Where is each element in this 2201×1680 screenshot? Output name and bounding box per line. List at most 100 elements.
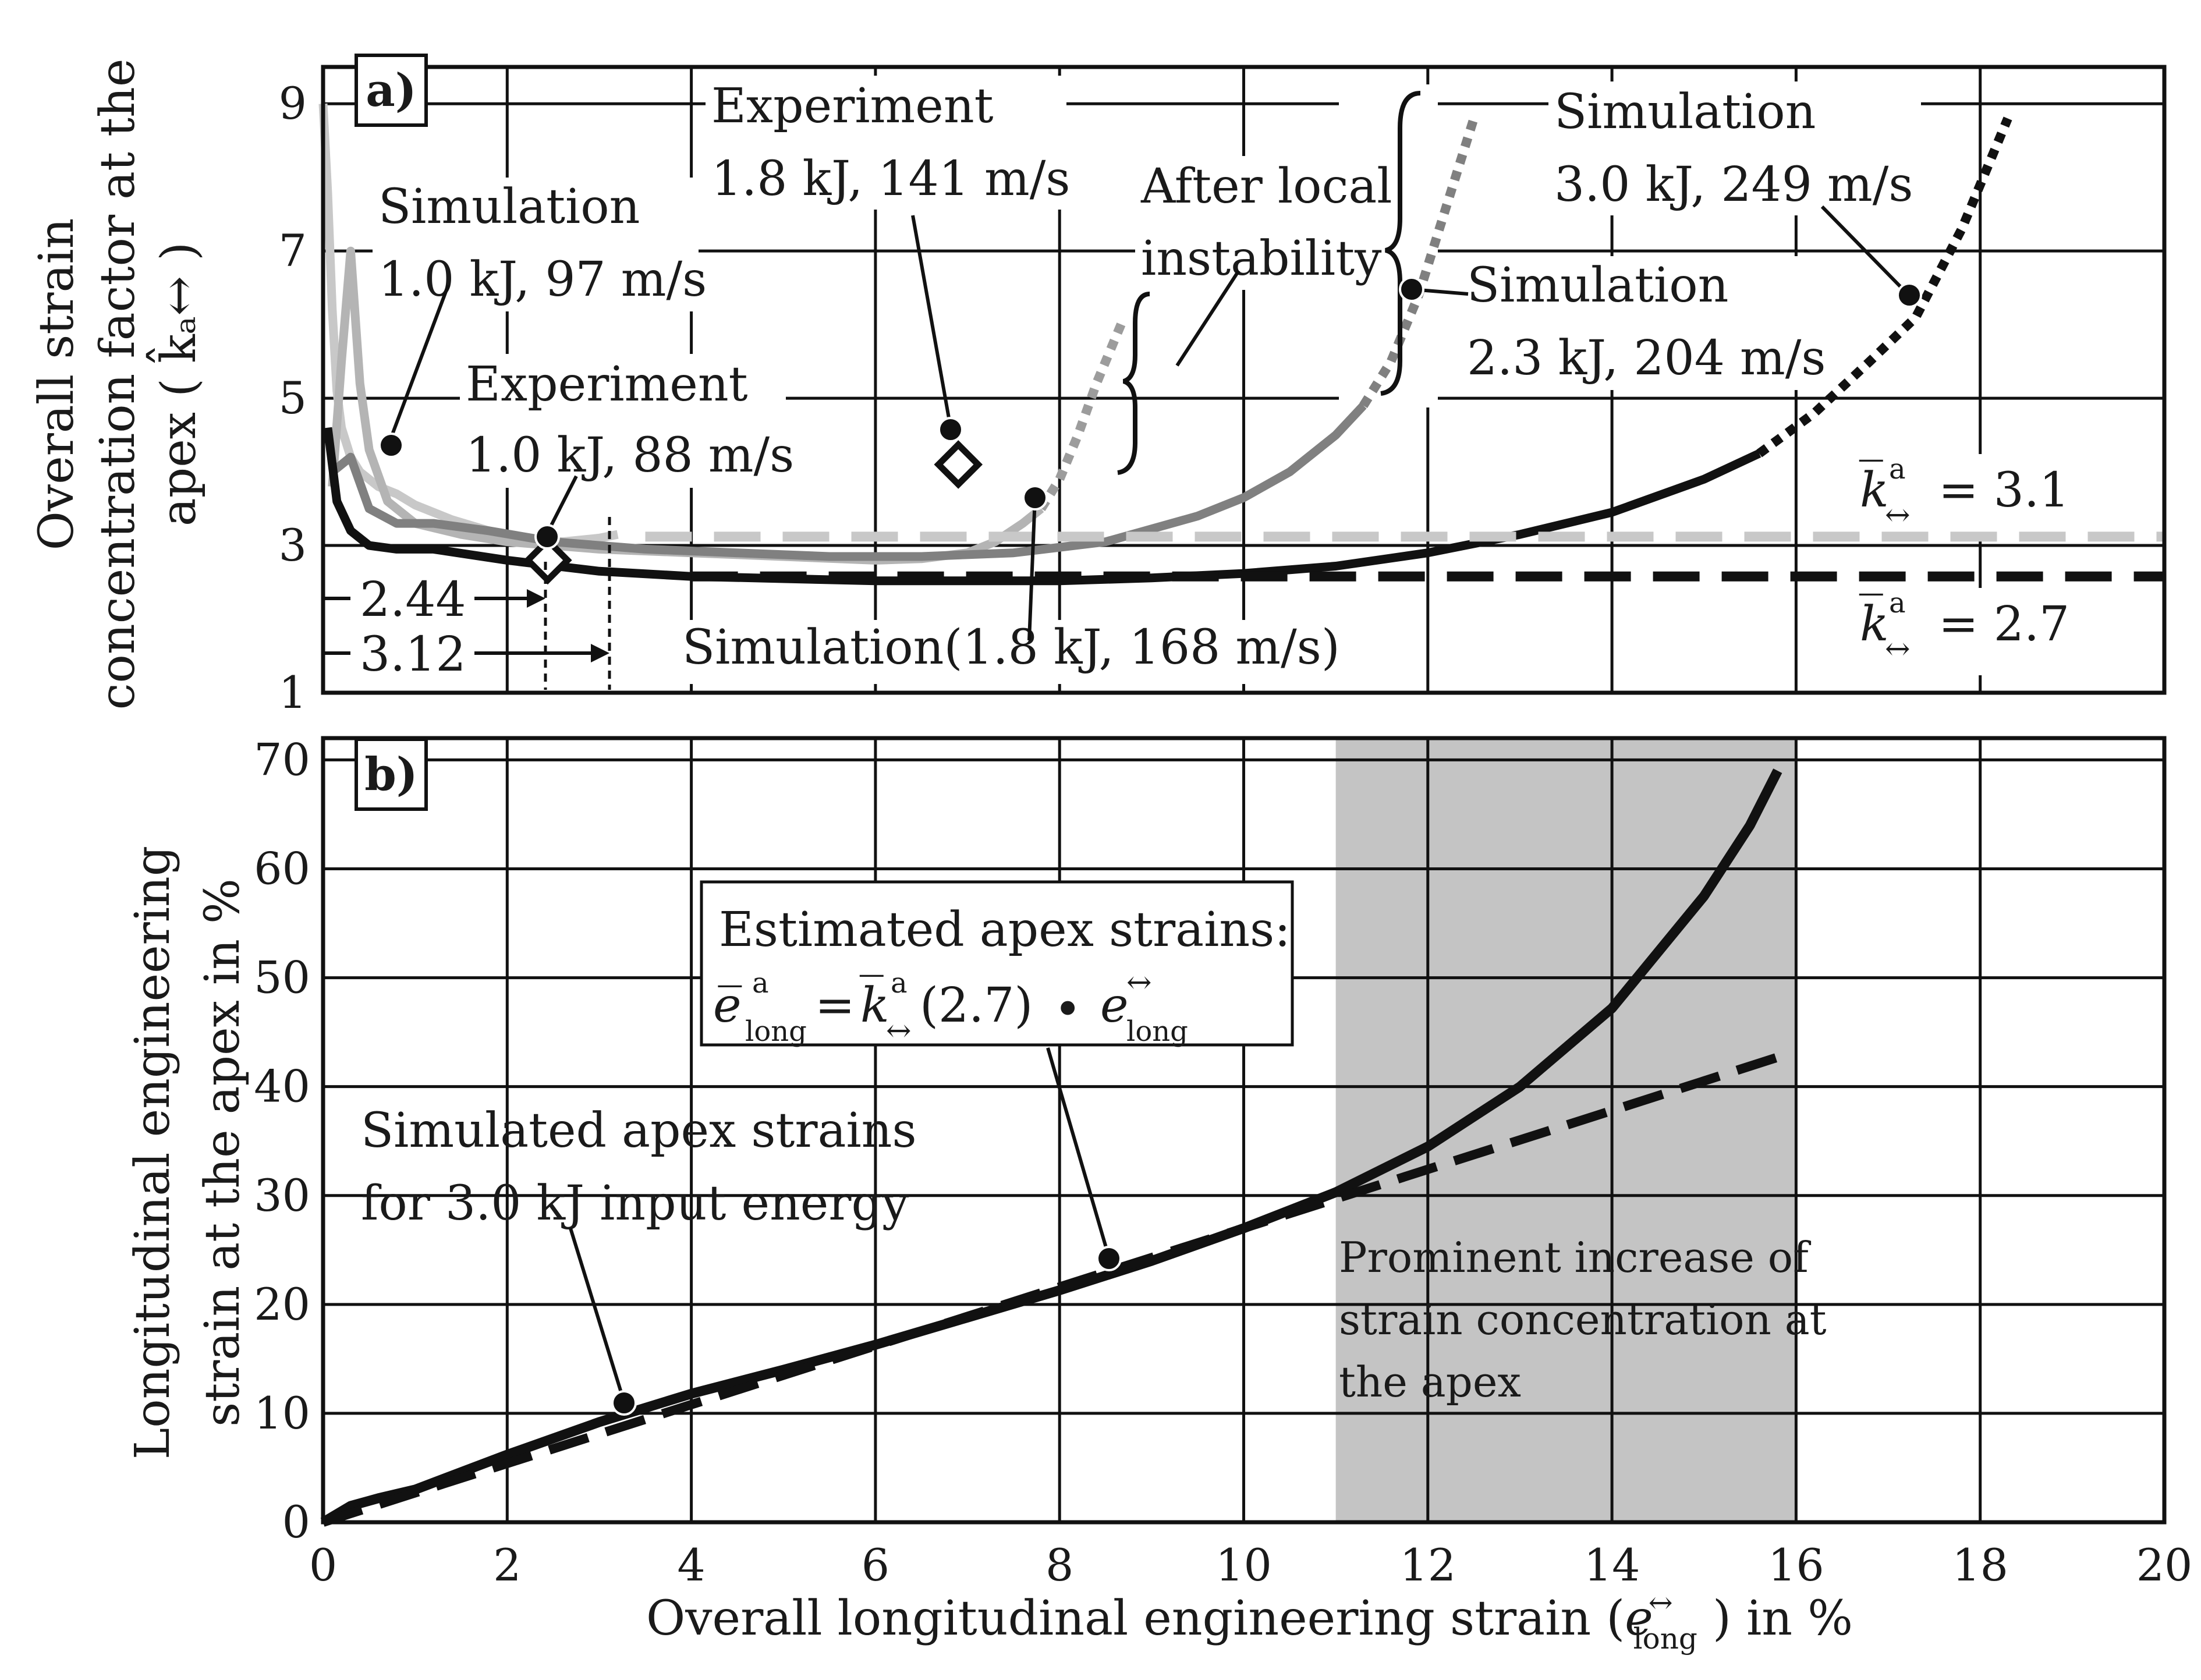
formula-rhs-sub: long bbox=[1126, 1015, 1188, 1048]
leaders-a bbox=[321, 205, 1909, 690]
x-tick: 4 bbox=[677, 1539, 705, 1591]
y-label-b-line1: Longitudinal engineering bbox=[125, 846, 180, 1459]
arrowhead-244 bbox=[527, 589, 545, 608]
k27-sub: ↔ bbox=[1885, 632, 1911, 667]
dot-sim30 bbox=[1897, 282, 1922, 308]
annotation-bg bbox=[1548, 81, 1921, 215]
k27-value: = 2.7 bbox=[1938, 597, 2069, 652]
experiment-marker-1 bbox=[934, 440, 983, 489]
x-axis-label-sup: ↔ bbox=[1649, 1586, 1673, 1619]
formula-k-sup: a bbox=[891, 967, 908, 1000]
ann-instab-line2: instability bbox=[1141, 231, 1382, 286]
formula-k-value: (2.7) bbox=[920, 978, 1033, 1033]
leader-instab bbox=[1175, 270, 1241, 367]
y-label-a-line2: concentration factor at the bbox=[90, 59, 146, 710]
x-tick: 2 bbox=[493, 1539, 521, 1591]
dot-simulated bbox=[611, 1390, 637, 1416]
y-tick-b: 70 bbox=[254, 733, 310, 785]
panel-a-label-box bbox=[355, 54, 428, 127]
y-tick-b: 10 bbox=[254, 1387, 310, 1439]
annotation-bg bbox=[460, 354, 786, 488]
annotation-bg bbox=[373, 178, 699, 311]
y-ticks-b: 0 10 20 30 40 50 60 70 bbox=[254, 733, 310, 1548]
k27-sup: a bbox=[1889, 587, 1906, 619]
panel-a-label: a) bbox=[366, 64, 416, 117]
formula-eq: = bbox=[815, 978, 855, 1033]
y-tick-b: 0 bbox=[282, 1496, 310, 1548]
x-axis-label-var: e bbox=[1625, 1591, 1653, 1646]
markers-a bbox=[523, 440, 983, 585]
ann-sim30-line2: 3.0 kJ, 249 m/s bbox=[1554, 157, 1913, 212]
dot-exp10 bbox=[534, 524, 560, 550]
y-tick-b: 50 bbox=[254, 952, 310, 1004]
y-tick-a: 9 bbox=[279, 77, 307, 129]
ann-instab-line1: After local bbox=[1140, 159, 1392, 214]
k31-value: = 3.1 bbox=[1938, 463, 2069, 518]
annotation-backgrounds bbox=[355, 76, 2107, 684]
brace-sim18 bbox=[1117, 292, 1150, 475]
annotation-bg bbox=[706, 76, 1066, 210]
x-tick: 18 bbox=[1952, 1539, 2008, 1591]
x-axis-label-sub: long bbox=[1633, 1622, 1697, 1656]
formula-lhs-sup: a bbox=[752, 967, 769, 1000]
series-a-3 bbox=[329, 402, 1367, 561]
x-tick: 8 bbox=[1045, 1539, 1073, 1591]
ann-exp10-line1: Experiment bbox=[466, 357, 748, 412]
y-tick-a: 3 bbox=[279, 519, 307, 571]
annotation-bg bbox=[675, 620, 1321, 684]
x-ticks: 0 2 4 6 8 10 12 14 16 18 20 bbox=[309, 1539, 2193, 1591]
leaders-b bbox=[569, 1047, 1111, 1402]
dot-sim23 bbox=[1399, 277, 1424, 302]
y-tick-a: 7 bbox=[279, 225, 307, 277]
dots-b bbox=[611, 1246, 1122, 1416]
y-tick-a: 1 bbox=[279, 667, 307, 718]
k31-sup: a bbox=[1889, 453, 1906, 485]
series-a-2 bbox=[1037, 315, 1129, 512]
panel-b-frame bbox=[321, 736, 2167, 1525]
k31-symbol: k̅ bbox=[1859, 459, 1889, 518]
y-tick-b: 20 bbox=[254, 1278, 310, 1330]
brace-sim23 bbox=[1380, 91, 1421, 396]
ann-sim23-line1: Simulation bbox=[1467, 258, 1728, 313]
leader-sim18 bbox=[1027, 497, 1037, 641]
shade-label-line2: strain concentration at bbox=[1339, 1295, 1827, 1344]
panel-b-label: b) bbox=[364, 748, 417, 801]
x-tick: 20 bbox=[2136, 1539, 2193, 1591]
y-tick-b: 40 bbox=[254, 1061, 310, 1112]
formula-rhs-var: e bbox=[1100, 978, 1129, 1033]
series-b-1 bbox=[321, 1052, 1780, 1527]
annotation-bg bbox=[355, 576, 472, 623]
dot-sim10 bbox=[378, 433, 404, 458]
y-label-b: Longitudinal engineering strain at the a… bbox=[125, 846, 250, 1459]
x-tick: 10 bbox=[1215, 1539, 1272, 1591]
formula-dot: • bbox=[1054, 982, 1082, 1037]
ann-sim18: Simulation(1.8 kJ, 168 m/s) bbox=[682, 620, 1340, 675]
x-tick: 14 bbox=[1584, 1539, 1640, 1591]
annotations-a: Simulation 1.0 kJ, 97 m/s Experiment 1.0… bbox=[360, 79, 2069, 682]
ann-exp18-line2: 1.8 kJ, 141 m/s bbox=[711, 151, 1070, 207]
leader-sim30 bbox=[1820, 205, 1909, 296]
x-axis-label: Overall longitudinal engineering strain … bbox=[646, 1586, 1853, 1656]
y-tick-b: 30 bbox=[254, 1169, 310, 1221]
simulated-line1: Simulated apex strains bbox=[361, 1103, 917, 1158]
strain-244: 2.44 bbox=[360, 572, 466, 628]
x-tick: 6 bbox=[862, 1539, 889, 1591]
formula-rhs-sup: ↔ bbox=[1126, 965, 1152, 1000]
x-tick: 0 bbox=[309, 1539, 337, 1591]
y-tick-a: 5 bbox=[279, 372, 307, 424]
arrowheads-a bbox=[527, 589, 609, 662]
annotation-bg bbox=[1339, 84, 1438, 407]
estimated-title: Estimated apex strains: bbox=[719, 902, 1291, 958]
leader-sim10 bbox=[387, 284, 450, 445]
formula-k: k̅ bbox=[860, 974, 889, 1033]
annotation-bg bbox=[355, 632, 472, 678]
k27-symbol: k̅ bbox=[1859, 593, 1889, 652]
shade-label-line1: Prominent increase of bbox=[1339, 1233, 1811, 1282]
x-axis-label-before: Overall longitudinal engineering strain … bbox=[646, 1591, 1625, 1646]
y-label-a-line1: Overall strain bbox=[29, 218, 84, 551]
ann-exp18-line1: Experiment bbox=[711, 79, 994, 134]
panel-b-label-box bbox=[355, 738, 428, 811]
formula-lhs-var: e̅ bbox=[713, 978, 742, 1033]
